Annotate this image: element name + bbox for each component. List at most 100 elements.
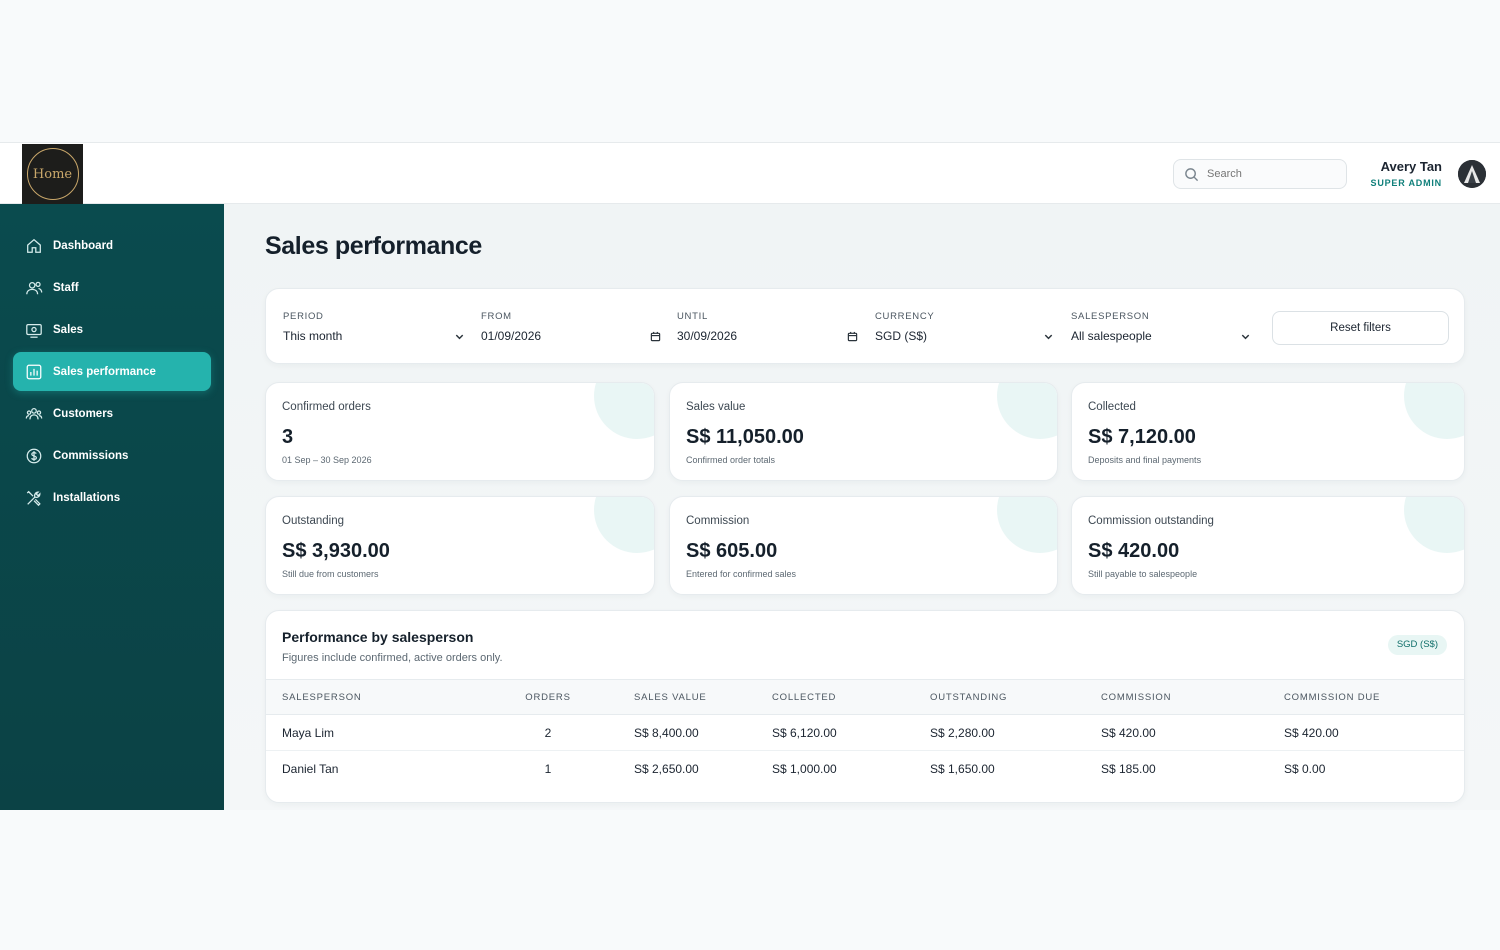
search-box[interactable]	[1173, 159, 1347, 189]
stat-label: Commission	[686, 515, 750, 527]
user-info[interactable]: Avery Tan SUPER ADMIN	[1371, 159, 1442, 188]
filter-currency-label: CURRENCY	[875, 311, 935, 322]
sidebar-item-sales-performance[interactable]: Sales performance	[13, 352, 211, 391]
stat-card-outstanding: Outstanding S$ 3,930.00 Still due from c…	[265, 496, 655, 595]
period-select[interactable]: This month	[283, 329, 465, 343]
currency-select[interactable]: SGD (S$)	[875, 329, 1054, 343]
tools-icon	[26, 490, 41, 506]
stat-subtext: Entered for confirmed sales	[686, 569, 797, 579]
column-header[interactable]: COMMISSION	[1101, 691, 1172, 703]
table-row[interactable]: Maya Lim 2 S$ 8,400.00 S$ 6,120.00 S$ 2,…	[266, 715, 1464, 751]
stat-card-collected: Collected S$ 7,120.00 Deposits and final…	[1071, 382, 1465, 481]
column-header[interactable]: ORDERS	[525, 691, 571, 703]
stat-value: S$ 605.00	[686, 540, 778, 562]
from-date-input[interactable]: 01/09/2026	[481, 329, 661, 343]
users-icon	[26, 281, 43, 294]
currency-badge: SGD (S$)	[1387, 635, 1447, 655]
sidebar-item-label: Dashboard	[53, 239, 114, 252]
until-date-input[interactable]: 30/09/2026	[677, 329, 858, 343]
chevron-down-icon	[455, 334, 464, 339]
cell-commission-due: S$ 0.00	[1284, 750, 1464, 787]
column-header[interactable]: SALESPERSON	[282, 691, 362, 703]
stat-label: Collected	[1088, 401, 1136, 413]
search-input[interactable]	[1207, 168, 1337, 180]
filters-card: PERIOD This month FROM 01/09/2026 UNTIL …	[265, 288, 1465, 364]
filter-until[interactable]: UNTIL 30/09/2026	[677, 311, 858, 343]
sidebar-item-installations[interactable]: Installations	[13, 478, 211, 517]
sidebar-item-label: Installations	[53, 491, 121, 504]
period-value: This month	[283, 329, 343, 343]
stat-value: S$ 11,050.00	[686, 426, 804, 448]
stat-label: Commission outstanding	[1088, 515, 1214, 527]
section-subtitle: Figures include confirmed, active orders…	[282, 652, 503, 664]
column-header[interactable]: COLLECTED	[772, 691, 837, 703]
sidebar-item-label: Staff	[53, 281, 79, 294]
cell-commission: S$ 185.00	[1101, 750, 1284, 787]
table-header-row: SALESPERSON ORDERS SALES VALUE COLLECTED…	[266, 679, 1464, 715]
chevron-down-icon	[1241, 334, 1250, 339]
column-header[interactable]: COMMISSION DUE	[1284, 691, 1381, 703]
cell-outstanding: S$ 1,650.00	[930, 750, 1101, 787]
sidebar-item-label: Customers	[53, 407, 114, 420]
sidebar-item-label: Commissions	[53, 449, 129, 462]
filter-salesperson[interactable]: SALESPERSON All salespeople	[1071, 311, 1251, 343]
filter-from[interactable]: FROM 01/09/2026	[481, 311, 661, 343]
reset-filters-button[interactable]: Reset filters	[1272, 311, 1449, 345]
filter-currency[interactable]: CURRENCY SGD (S$)	[875, 311, 1054, 343]
until-date-value: 30/09/2026	[677, 329, 738, 343]
home-icon	[27, 238, 41, 253]
user-role: SUPER ADMIN	[1370, 178, 1442, 188]
cell-commission: S$ 420.00	[1101, 725, 1156, 740]
sidebar-item-customers[interactable]: Customers	[13, 394, 211, 433]
cell-salesperson: Daniel Tan	[266, 750, 479, 787]
stat-card-confirmed-orders: Confirmed orders 3 01 Sep – 30 Sep 2026	[265, 382, 655, 481]
cell-orders: 2	[544, 725, 552, 740]
currency-value: SGD (S$)	[875, 329, 928, 343]
sidebar-item-commissions[interactable]: Commissions	[13, 436, 211, 475]
filter-period[interactable]: PERIOD This month	[283, 311, 465, 343]
sidebar-item-label: Sales	[53, 323, 84, 336]
cell-commission-due: S$ 420.00	[1284, 725, 1339, 740]
search-icon	[1185, 167, 1199, 181]
performance-table: SALESPERSON ORDERS SALES VALUE COLLECTED…	[266, 679, 1464, 787]
main-content: Sales performance PERIOD This month FROM…	[224, 204, 1500, 810]
dollar-icon	[26, 448, 42, 463]
calendar-icon[interactable]	[650, 331, 661, 342]
stat-subtext: Deposits and final payments	[1088, 455, 1202, 465]
sidebar-item-staff[interactable]: Staff	[13, 268, 211, 307]
section-title: Performance by salesperson	[282, 629, 474, 645]
stat-label: Outstanding	[282, 515, 345, 527]
cell-orders: 1	[479, 750, 617, 787]
cell-sales-value: S$ 8,400.00	[634, 725, 699, 740]
salesperson-value: All salespeople	[1071, 329, 1152, 343]
cell-collected: S$ 6,120.00	[772, 725, 837, 740]
column-header[interactable]: SALES VALUE	[634, 691, 707, 703]
brand-logo[interactable]: Home	[22, 144, 83, 204]
column-header[interactable]: OUTSTANDING	[930, 691, 1008, 703]
calendar-icon[interactable]	[847, 331, 858, 342]
stat-subtext: 01 Sep – 30 Sep 2026	[282, 455, 372, 465]
cell-salesperson: Maya Lim	[282, 725, 335, 740]
sidebar-item-label: Sales performance	[53, 365, 156, 378]
chart-icon	[26, 364, 42, 379]
stat-label: Confirmed orders	[282, 401, 371, 413]
avatar[interactable]	[1458, 160, 1486, 188]
filter-salesperson-label: SALESPERSON	[1071, 311, 1150, 322]
stat-value: S$ 3,930.00	[282, 540, 390, 562]
stat-value: S$ 7,120.00	[1088, 426, 1196, 448]
table-row[interactable]: Daniel Tan 1 S$ 2,650.00 S$ 1,000.00 S$ …	[266, 750, 1464, 787]
sidebar-item-dashboard[interactable]: Dashboard	[13, 226, 211, 265]
stat-card-sales-value: Sales value S$ 11,050.00 Confirmed order…	[669, 382, 1058, 481]
filter-period-label: PERIOD	[283, 311, 324, 322]
filter-until-label: UNTIL	[677, 311, 708, 322]
stat-card-commission-outstanding: Commission outstanding S$ 420.00 Still p…	[1071, 496, 1465, 595]
sales-icon	[26, 323, 42, 338]
user-name: Avery Tan	[1380, 159, 1442, 174]
stat-subtext: Still payable to salespeople	[1088, 569, 1198, 579]
stat-subtext: Still due from customers	[282, 569, 379, 579]
cell-outstanding: S$ 2,280.00	[930, 725, 995, 740]
chevron-down-icon	[1044, 334, 1053, 339]
salesperson-select[interactable]: All salespeople	[1071, 329, 1251, 343]
sidebar-item-sales[interactable]: Sales	[13, 310, 211, 349]
avatar-image	[1458, 160, 1486, 188]
